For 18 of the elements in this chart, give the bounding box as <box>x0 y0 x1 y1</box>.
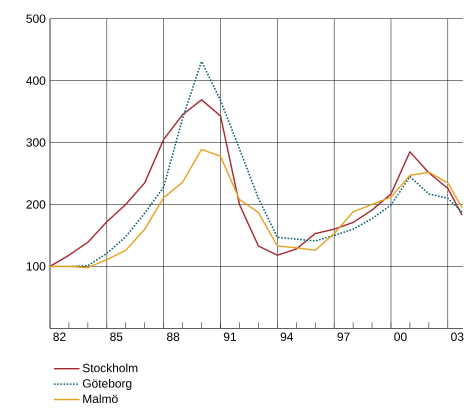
y-tick-label: 100 <box>26 262 46 271</box>
y-tick-label: 300 <box>26 138 46 147</box>
legend-label: Malmö <box>83 394 118 404</box>
x-tick-label: 91 <box>224 332 236 341</box>
x-tick-label: 85 <box>110 332 122 341</box>
legend-label: Göteborg <box>82 378 132 390</box>
y-tick-label: 500 <box>26 14 46 23</box>
legend-label: Stockholm <box>82 363 138 372</box>
line-series <box>49 99 463 268</box>
x-tick-label: 00 <box>394 332 407 341</box>
x-tick-label: 88 <box>167 332 180 341</box>
x-tick-label: 97 <box>338 332 350 341</box>
line-series <box>49 148 463 268</box>
x-tick-label: 82 <box>53 332 66 341</box>
x-tick-label: 94 <box>280 332 294 341</box>
y-tick-label: 400 <box>26 76 46 85</box>
x-tick-label: 03 <box>451 332 464 341</box>
y-tick-label: 200 <box>26 200 46 209</box>
